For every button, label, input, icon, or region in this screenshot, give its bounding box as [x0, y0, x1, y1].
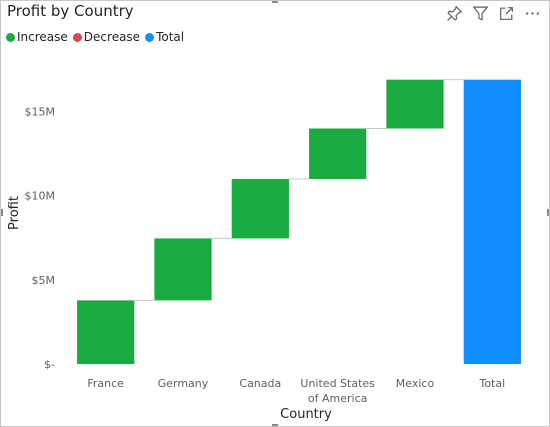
bar-mexico: [386, 79, 444, 129]
resize-handle-top[interactable]: [272, 1, 278, 3]
legend-label-decrease: Decrease: [83, 30, 141, 44]
y-tick-label: $-: [44, 358, 55, 371]
x-tick-label: Germany: [158, 377, 209, 390]
filter-icon[interactable]: [472, 5, 489, 22]
legend-label-total: Total: [156, 30, 185, 44]
x-tick-label: France: [87, 377, 124, 390]
x-axis: France Germany Canada United States of Ameri…: [87, 377, 505, 405]
bar-france: [77, 300, 135, 364]
visual-header-toolbar: [446, 5, 541, 22]
legend-item-increase[interactable]: Increase: [6, 30, 68, 44]
more-options-icon[interactable]: [524, 5, 541, 22]
chart-title: Profit by Country: [7, 2, 134, 20]
x-axis-title: Country: [280, 407, 332, 422]
connector-lines: [134, 79, 464, 301]
legend: Increase Decrease Total: [6, 30, 184, 44]
x-tick-label: Total: [478, 377, 505, 390]
x-tick-label: Mexico: [396, 377, 435, 390]
legend-item-decrease[interactable]: Decrease: [72, 30, 141, 44]
resize-handle-right[interactable]: [547, 209, 549, 216]
resize-handle-bottom[interactable]: [272, 424, 278, 426]
resize-handle-left[interactable]: [1, 209, 3, 216]
legend-marker-increase: [6, 32, 15, 42]
x-tick-label: United States of America: [300, 377, 375, 405]
legend-marker-decrease: [72, 32, 82, 42]
bar-united-states-of-america: [309, 128, 367, 180]
y-tick-label: $5M: [32, 274, 56, 287]
pin-icon[interactable]: [446, 5, 463, 22]
legend-item-total[interactable]: Total: [145, 30, 184, 44]
y-axis-title: Profit: [7, 196, 22, 230]
bar-germany: [154, 238, 212, 301]
legend-marker-total: [145, 32, 155, 42]
y-tick-label: $10M: [25, 190, 56, 203]
x-tick-label: Canada: [239, 377, 281, 390]
focus-mode-icon[interactable]: [498, 5, 515, 22]
y-tick-label: $15M: [25, 106, 56, 119]
bar-canada: [231, 179, 289, 239]
y-axis: $- $5M $10M $15M: [25, 106, 56, 372]
bars: [77, 79, 521, 364]
legend-label-increase: Increase: [17, 30, 68, 44]
bar-total: [463, 79, 521, 364]
